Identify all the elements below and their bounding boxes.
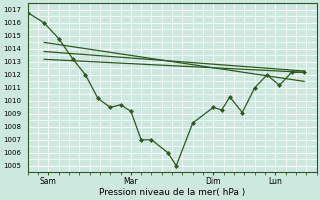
- X-axis label: Pression niveau de la mer( hPa ): Pression niveau de la mer( hPa ): [99, 188, 245, 197]
